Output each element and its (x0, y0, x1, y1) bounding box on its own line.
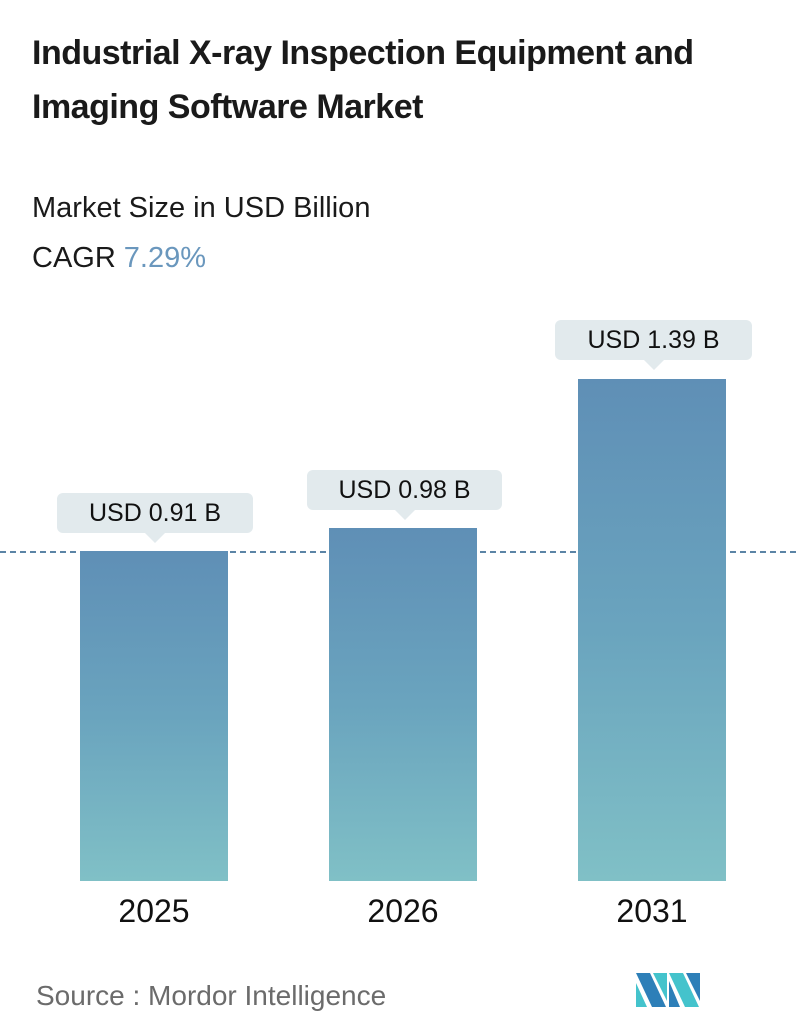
bar-2026 (329, 528, 477, 881)
value-label-2025: USD 0.91 B (57, 493, 253, 543)
cagr: CAGR 7.29% (32, 242, 206, 275)
x-label-2031: 2031 (616, 893, 688, 929)
cagr-value: 7.29% (123, 242, 207, 274)
cagr-label: CAGR (32, 242, 116, 274)
value-label-2031: USD 1.39 B (555, 320, 752, 370)
chart-title: Industrial X-ray Inspection Equipment an… (32, 34, 694, 126)
bar-2025 (80, 551, 228, 881)
mordor-intelligence-logo-icon (636, 973, 700, 1007)
x-label-2025: 2025 (118, 893, 190, 929)
value-label-2026: USD 0.98 B (307, 470, 502, 520)
x-label-2026: 2026 (367, 893, 439, 929)
chart-subtitle: Market Size in USD Billion (32, 192, 371, 224)
source-text: Source : Mordor Intelligence (36, 980, 387, 1011)
bar-2031 (578, 379, 726, 881)
